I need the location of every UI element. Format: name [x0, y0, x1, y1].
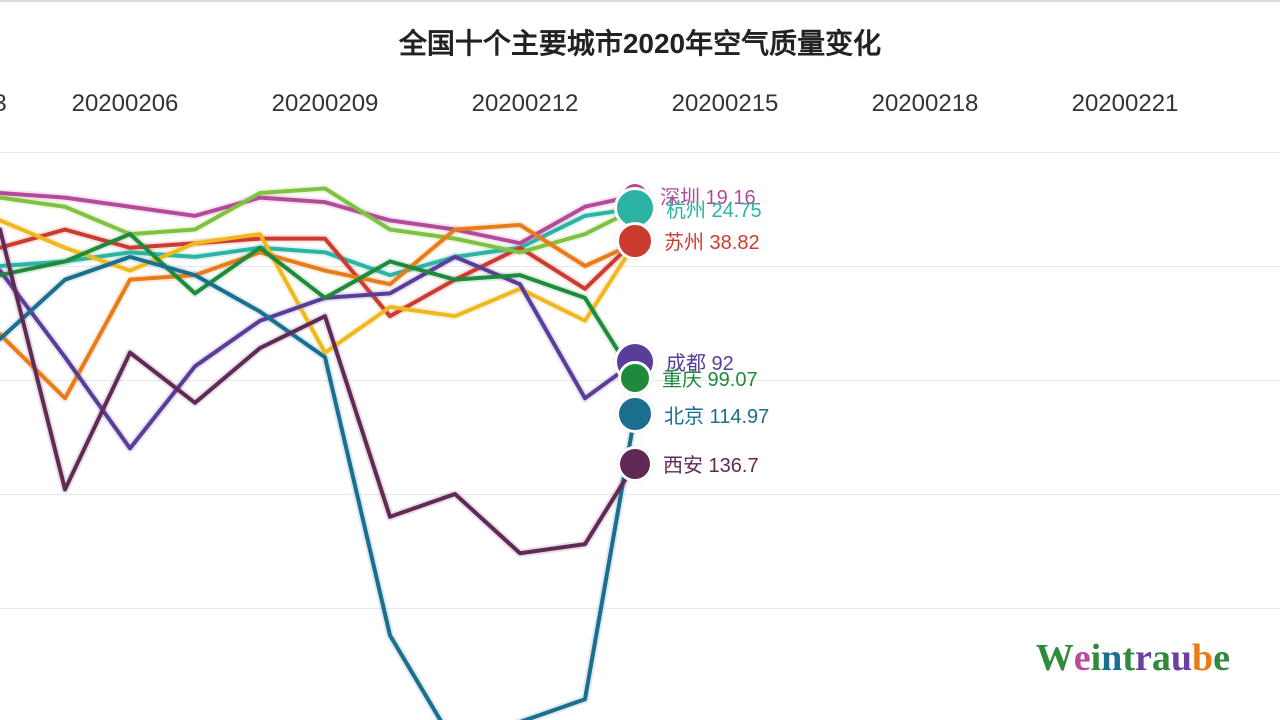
x-tick-label: 20200209	[272, 90, 379, 118]
x-tick-label: 20200212	[472, 90, 579, 118]
marker-label: 重庆 99.07	[662, 363, 758, 392]
watermark-logo: Weintraube	[1036, 636, 1230, 680]
logo-letter: W	[1036, 636, 1074, 680]
end-marker-重庆: 重庆 99.07	[618, 361, 758, 395]
marker-dot	[618, 361, 652, 395]
x-tick-label: 20200221	[1072, 90, 1179, 118]
x-axis: 3 20200206 20200209 20200212 20200215 2020021…	[0, 90, 1280, 120]
x-tick-label: 20200215	[672, 90, 779, 118]
marker-dot	[616, 395, 654, 433]
marker-label: 西安 136.7	[663, 449, 759, 478]
logo-letter: n	[1101, 636, 1122, 680]
air-quality-chart: 全国十个主要城市2020年空气质量变化 3 20200206 20200209 202…	[0, 0, 1280, 720]
x-tick-label: 20200206	[72, 90, 179, 118]
end-marker-西安: 西安 136.7	[617, 446, 759, 482]
logo-letter: u	[1171, 636, 1192, 680]
x-tick-label: 3	[0, 90, 7, 118]
logo-letter: t	[1122, 636, 1135, 680]
logo-letter: e	[1074, 636, 1091, 680]
marker-label: 苏州 38.82	[664, 226, 760, 255]
logo-letter: b	[1192, 636, 1213, 680]
end-marker-苏州: 苏州 38.82	[616, 222, 760, 260]
marker-label: 北京 114.97	[664, 400, 769, 429]
logo-letter: a	[1152, 636, 1171, 680]
end-marker-北京: 北京 114.97	[616, 395, 769, 433]
chart-title: 全国十个主要城市2020年空气质量变化	[0, 22, 1280, 62]
marker-dot	[617, 446, 653, 482]
logo-letter: e	[1213, 636, 1230, 680]
x-tick-label: 20200218	[872, 90, 979, 118]
logo-letter: i	[1091, 636, 1102, 680]
marker-label: 杭州 24.75	[666, 194, 762, 223]
marker-dot	[616, 222, 654, 260]
logo-letter: r	[1135, 636, 1152, 680]
